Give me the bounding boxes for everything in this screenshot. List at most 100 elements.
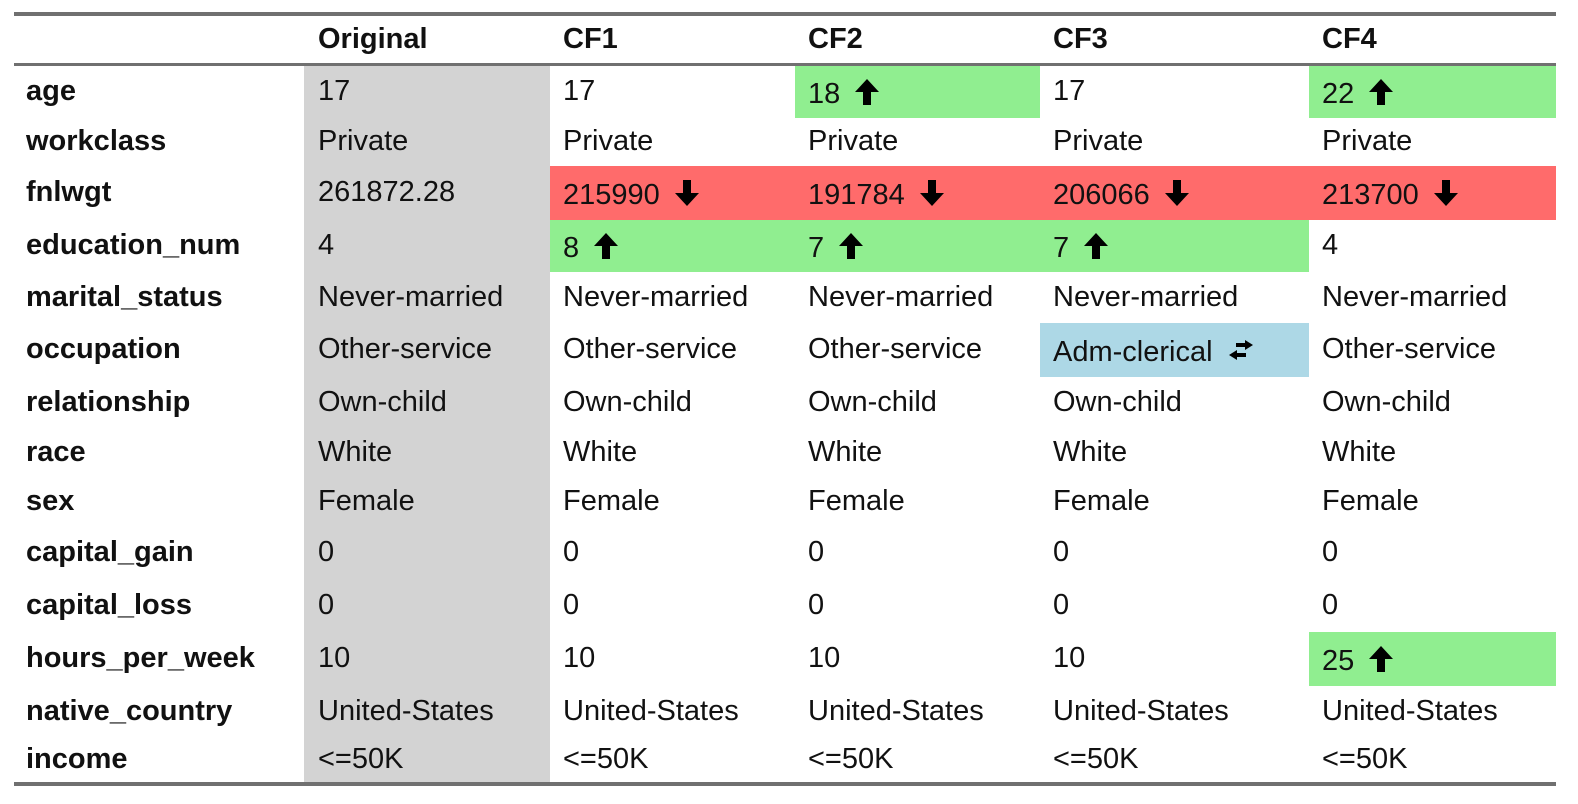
cell-value: 0 (808, 536, 825, 568)
cell-marital_status-cf1: Never-married (563, 282, 748, 312)
cell-value: United-States (1322, 694, 1498, 727)
cell-workclass-cf2: Private (808, 127, 898, 156)
row-label-age: age (26, 75, 76, 107)
arrow-up-icon (855, 79, 880, 106)
row-label-capital_loss: capital_loss (26, 588, 193, 621)
cell-race-cf1: White (563, 437, 637, 467)
cell-marital_status-cf2: Never-married (808, 280, 994, 313)
highlight-occupation-cf3 (1040, 323, 1309, 377)
row-label-workclass: workclass (26, 125, 167, 157)
cell-value: 10 (808, 642, 841, 674)
highlight-fnlwgt-cf2 (795, 166, 1040, 220)
cell-value: Female (808, 485, 905, 517)
row-label-education_num: education_num (26, 229, 241, 261)
cell-capital_gain-cf3: 0 (1053, 538, 1069, 567)
cell-value: White (318, 435, 393, 468)
arrow-up-icon (1369, 646, 1394, 673)
row-label-capital_gain: capital_gain (26, 536, 194, 568)
cell-value: <=50K (563, 742, 649, 775)
highlight-age-cf4 (1309, 66, 1556, 118)
table-bottom-rule (14, 782, 1556, 786)
cell-value: 10 (318, 642, 351, 674)
cell-value: Never-married (1322, 280, 1508, 313)
column-header-original: Original (318, 23, 428, 55)
cell-value: United-States (318, 694, 494, 727)
highlight-age-cf2 (795, 66, 1040, 118)
cell-value: 4 (1322, 229, 1339, 261)
cell-value: <=50K (1322, 742, 1408, 775)
cell-sex-cf3: Female (1053, 487, 1150, 516)
cell-sex-cf2: Female (808, 487, 905, 516)
cell-race-original: White (318, 435, 393, 468)
cell-occupation-cf2: Other-service (808, 335, 982, 364)
cell-occupation-cf4: Other-service (1322, 335, 1496, 364)
cell-occupation-cf3: Adm-clerical (1053, 338, 1257, 367)
row-label-income: income (26, 742, 128, 775)
cell-value: 18 (808, 78, 841, 110)
cell-fnlwgt-cf4: 213700 (1322, 180, 1459, 210)
cell-value: Female (318, 485, 415, 517)
cell-value: 261872.28 (318, 176, 456, 208)
cell-value: 17 (318, 75, 351, 107)
cell-value: Never-married (318, 280, 504, 313)
original-column-background (304, 66, 550, 782)
arrow-up-icon (594, 233, 619, 260)
cell-age-original: 17 (318, 77, 350, 106)
cell-occupation-cf1: Other-service (563, 335, 737, 364)
cell-value: <=50K (808, 742, 894, 775)
column-header-cf3: CF3 (1053, 23, 1108, 55)
cell-value: Private (1053, 125, 1144, 157)
cell-value: Other-service (1322, 333, 1497, 365)
cell-value: 0 (563, 588, 580, 621)
arrow-down-icon (1164, 180, 1189, 207)
cell-value: 10 (1053, 642, 1086, 674)
cell-fnlwgt-cf2: 191784 (808, 180, 945, 210)
cell-hours_per_week-cf2: 10 (808, 644, 840, 673)
cell-value: Own-child (1322, 385, 1451, 418)
cell-capital_loss-cf1: 0 (563, 588, 580, 621)
row-label-fnlwgt: fnlwgt (26, 176, 112, 208)
cell-age-cf4: 22 (1322, 79, 1394, 109)
table-top-rule (14, 12, 1556, 16)
cell-capital_loss-cf2: 0 (808, 588, 825, 621)
cell-value: 7 (808, 232, 825, 264)
cell-value: White (808, 435, 883, 468)
cell-race-cf3: White (1053, 437, 1127, 467)
row-label-relationship: relationship (26, 385, 191, 418)
swap-arrows-icon (1228, 340, 1253, 361)
cell-native_country-cf4: United-States (1322, 694, 1498, 727)
cell-value: 0 (808, 588, 825, 621)
cell-value: Own-child (1053, 385, 1182, 418)
cell-value: Own-child (563, 385, 692, 418)
cell-value: 17 (1053, 75, 1086, 107)
cell-value: 4 (318, 229, 335, 261)
cell-value: Never-married (808, 280, 994, 313)
cell-value: 215990 (563, 179, 660, 211)
cell-value: 17 (563, 75, 596, 107)
highlight-education_num-cf2 (795, 220, 1040, 272)
cell-value: 0 (1053, 588, 1070, 621)
arrow-up-icon (1084, 233, 1109, 260)
cell-value: <=50K (1053, 742, 1139, 775)
cell-value: 206066 (1053, 179, 1150, 211)
cell-occupation-original: Other-service (318, 335, 492, 364)
cell-marital_status-cf4: Never-married (1322, 280, 1508, 313)
row-label-sex: sex (26, 485, 75, 517)
cell-value: Private (563, 125, 654, 157)
row-label-race: race (26, 435, 86, 468)
cell-value: Other-service (563, 333, 738, 365)
cell-education_num-original: 4 (318, 231, 334, 260)
cell-value: White (1322, 435, 1397, 468)
cell-value: Own-child (318, 385, 447, 418)
row-label-marital_status: marital_status (26, 280, 223, 313)
column-header-cf2: CF2 (808, 23, 863, 55)
cell-value: 0 (1322, 588, 1339, 621)
arrow-down-icon (674, 180, 699, 207)
cell-education_num-cf4: 4 (1322, 231, 1338, 260)
cell-value: 7 (1053, 232, 1070, 264)
cell-marital_status-cf3: Never-married (1053, 282, 1238, 312)
cell-relationship-original: Own-child (318, 385, 447, 418)
cell-value: 8 (563, 232, 580, 264)
row-label-native_country: native_country (26, 694, 233, 727)
cell-native_country-original: United-States (318, 694, 494, 727)
